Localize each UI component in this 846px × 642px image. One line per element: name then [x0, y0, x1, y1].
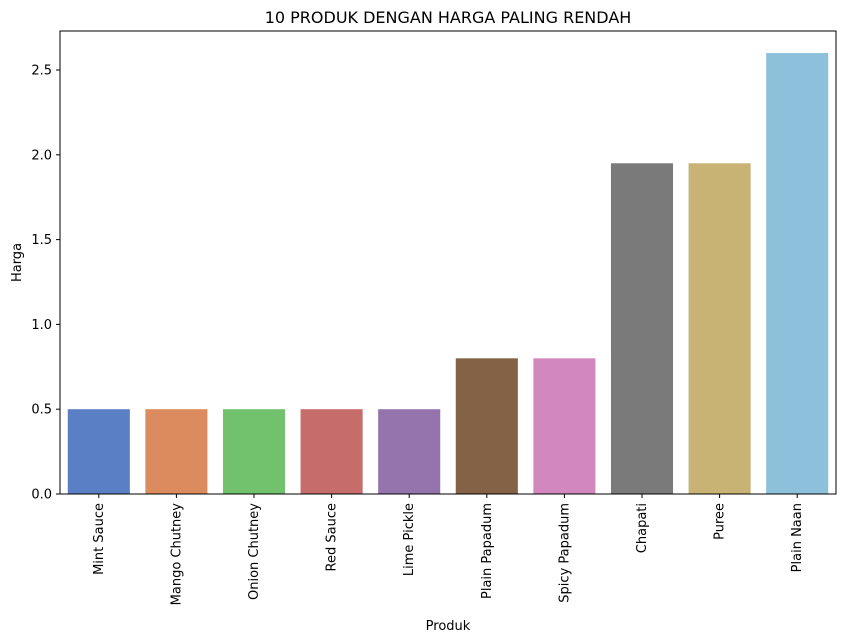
x-tick-label: Plain Naan: [790, 503, 805, 572]
y-axis: 0.0 0.5 1.0 1.5 2.0 2.5: [31, 64, 60, 503]
y-tick-label: 2.5: [31, 64, 52, 79]
x-tick-label: Red Sauce: [325, 503, 340, 571]
x-axis-title: Produk: [426, 619, 471, 634]
plot-frame: [59, 30, 837, 495]
bar-mango-chutney: [145, 409, 208, 494]
y-tick-label: 1.0: [31, 318, 52, 333]
x-axis: Mint Sauce Mango Chutney Onion Chutney Red …: [92, 494, 805, 605]
y-axis-title: Harga: [10, 243, 25, 282]
y-tick-label: 2.0: [31, 148, 52, 163]
bar-spicy-papadum: [533, 358, 596, 494]
chart-title: 10 PRODUK DENGAN HARGA PALING RENDAH: [265, 8, 632, 27]
x-tick-label: Spicy Papadum: [557, 503, 572, 603]
x-tick-label: Puree: [713, 503, 728, 540]
bar-lime-pickle: [378, 409, 441, 494]
y-tick-label: 0.0: [31, 488, 52, 503]
x-tick-label: Mint Sauce: [92, 503, 107, 575]
bars-group: [67, 53, 829, 495]
x-tick-label: Onion Chutney: [247, 503, 262, 600]
y-tick-label: 0.5: [31, 403, 52, 418]
x-tick-label: Mango Chutney: [169, 503, 184, 606]
bar-red-sauce: [300, 409, 363, 494]
x-tick-label: Lime Pickle: [402, 503, 417, 576]
bar-mint-sauce: [67, 409, 130, 494]
bar-plain-naan: [766, 53, 829, 495]
bar-plain-papadum: [455, 358, 518, 494]
bar-onion-chutney: [222, 409, 286, 494]
bar-chapati: [610, 163, 674, 495]
x-tick-label: Plain Papadum: [480, 503, 495, 599]
y-tick-label: 1.5: [31, 233, 52, 248]
bar-puree: [688, 163, 751, 495]
x-tick-label: Chapati: [635, 503, 650, 553]
